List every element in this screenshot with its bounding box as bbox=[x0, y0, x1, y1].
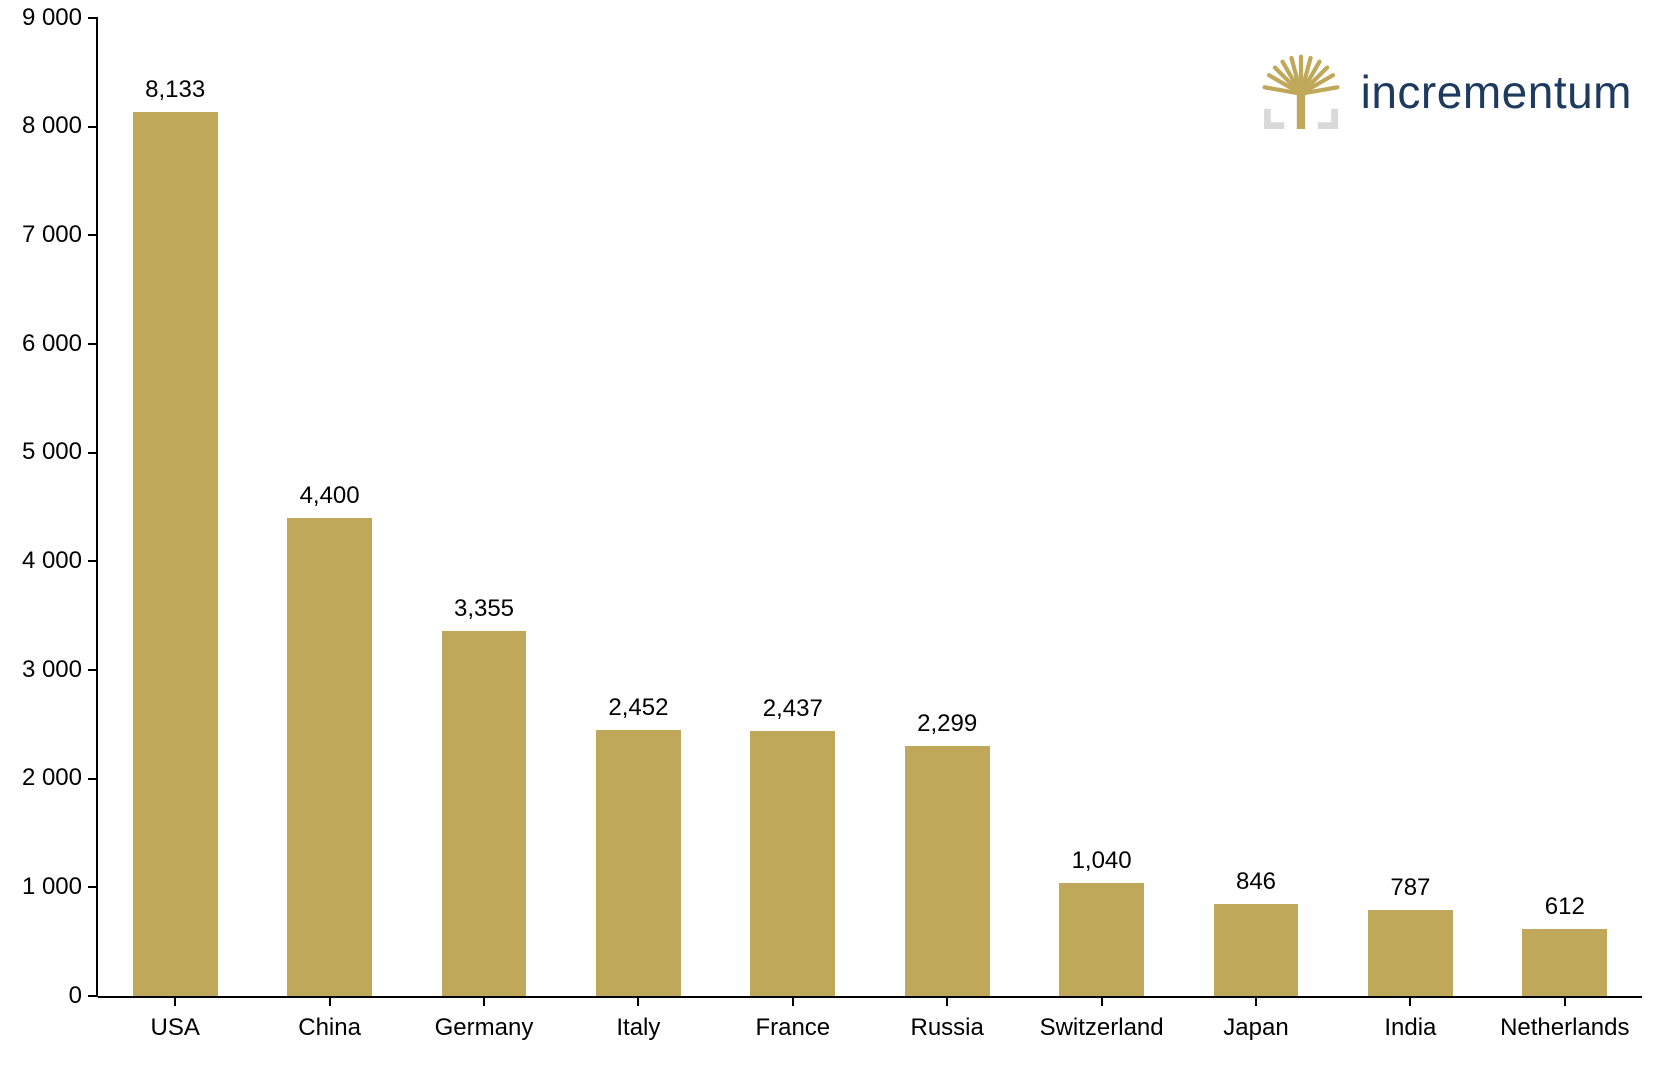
bar bbox=[1214, 904, 1299, 996]
y-tick-label: 3 000 bbox=[22, 656, 82, 684]
bar-value-label: 787 bbox=[1330, 874, 1490, 902]
bar bbox=[133, 112, 218, 996]
bar-value-label: 846 bbox=[1176, 868, 1336, 896]
y-tick-label: 2 000 bbox=[22, 764, 82, 792]
bar-value-label: 2,452 bbox=[558, 694, 718, 722]
bar bbox=[750, 731, 835, 996]
brand-text: incrementum bbox=[1361, 65, 1632, 119]
brand: incrementum bbox=[1259, 50, 1632, 134]
y-axis-line bbox=[96, 18, 98, 996]
bar-value-label: 8,133 bbox=[95, 76, 255, 104]
y-tick-mark bbox=[88, 669, 98, 671]
bar-value-label: 3,355 bbox=[404, 595, 564, 623]
bar-chart: 0 1 000 2 000 3 000 4 000 5 000 6 000 7 000 8 00… bbox=[0, 0, 1676, 1065]
y-tick-mark bbox=[88, 343, 98, 345]
x-tick-mark bbox=[1564, 996, 1566, 1006]
y-tick-label: 8 000 bbox=[22, 112, 82, 140]
x-tick-mark bbox=[637, 996, 639, 1006]
bar bbox=[1059, 883, 1144, 996]
bar bbox=[287, 518, 372, 996]
bar-value-label: 612 bbox=[1485, 893, 1645, 921]
y-tick-label: 9 000 bbox=[22, 4, 82, 32]
bar-value-label: 2,299 bbox=[867, 710, 1027, 738]
x-tick-mark bbox=[174, 996, 176, 1006]
y-tick-mark bbox=[88, 234, 98, 236]
y-tick-mark bbox=[88, 995, 98, 997]
y-tick-label: 5 000 bbox=[22, 438, 82, 466]
brand-logo-icon bbox=[1259, 50, 1343, 134]
y-tick-label: 6 000 bbox=[22, 330, 82, 358]
x-tick-mark bbox=[1255, 996, 1257, 1006]
y-tick-mark bbox=[88, 886, 98, 888]
bar bbox=[596, 730, 681, 996]
y-tick-label: 4 000 bbox=[22, 547, 82, 575]
y-tick-mark bbox=[88, 560, 98, 562]
bar bbox=[442, 631, 527, 996]
y-tick-label: 1 000 bbox=[22, 873, 82, 901]
y-tick-mark bbox=[88, 778, 98, 780]
bar-value-label: 2,437 bbox=[713, 695, 873, 723]
y-tick-mark bbox=[88, 126, 98, 128]
bar bbox=[1522, 929, 1607, 996]
x-tick-mark bbox=[329, 996, 331, 1006]
bar bbox=[1368, 910, 1453, 996]
x-tick-mark bbox=[1409, 996, 1411, 1006]
x-tick-mark bbox=[1101, 996, 1103, 1006]
x-tick-mark bbox=[483, 996, 485, 1006]
y-tick-mark bbox=[88, 17, 98, 19]
x-tick-label: Netherlands bbox=[1465, 1014, 1665, 1042]
bar-value-label: 4,400 bbox=[250, 482, 410, 510]
bar bbox=[905, 746, 990, 996]
x-tick-mark bbox=[946, 996, 948, 1006]
x-tick-mark bbox=[792, 996, 794, 1006]
y-tick-label: 0 bbox=[69, 982, 82, 1010]
y-tick-mark bbox=[88, 452, 98, 454]
bar-value-label: 1,040 bbox=[1022, 847, 1182, 875]
y-tick-label: 7 000 bbox=[22, 221, 82, 249]
